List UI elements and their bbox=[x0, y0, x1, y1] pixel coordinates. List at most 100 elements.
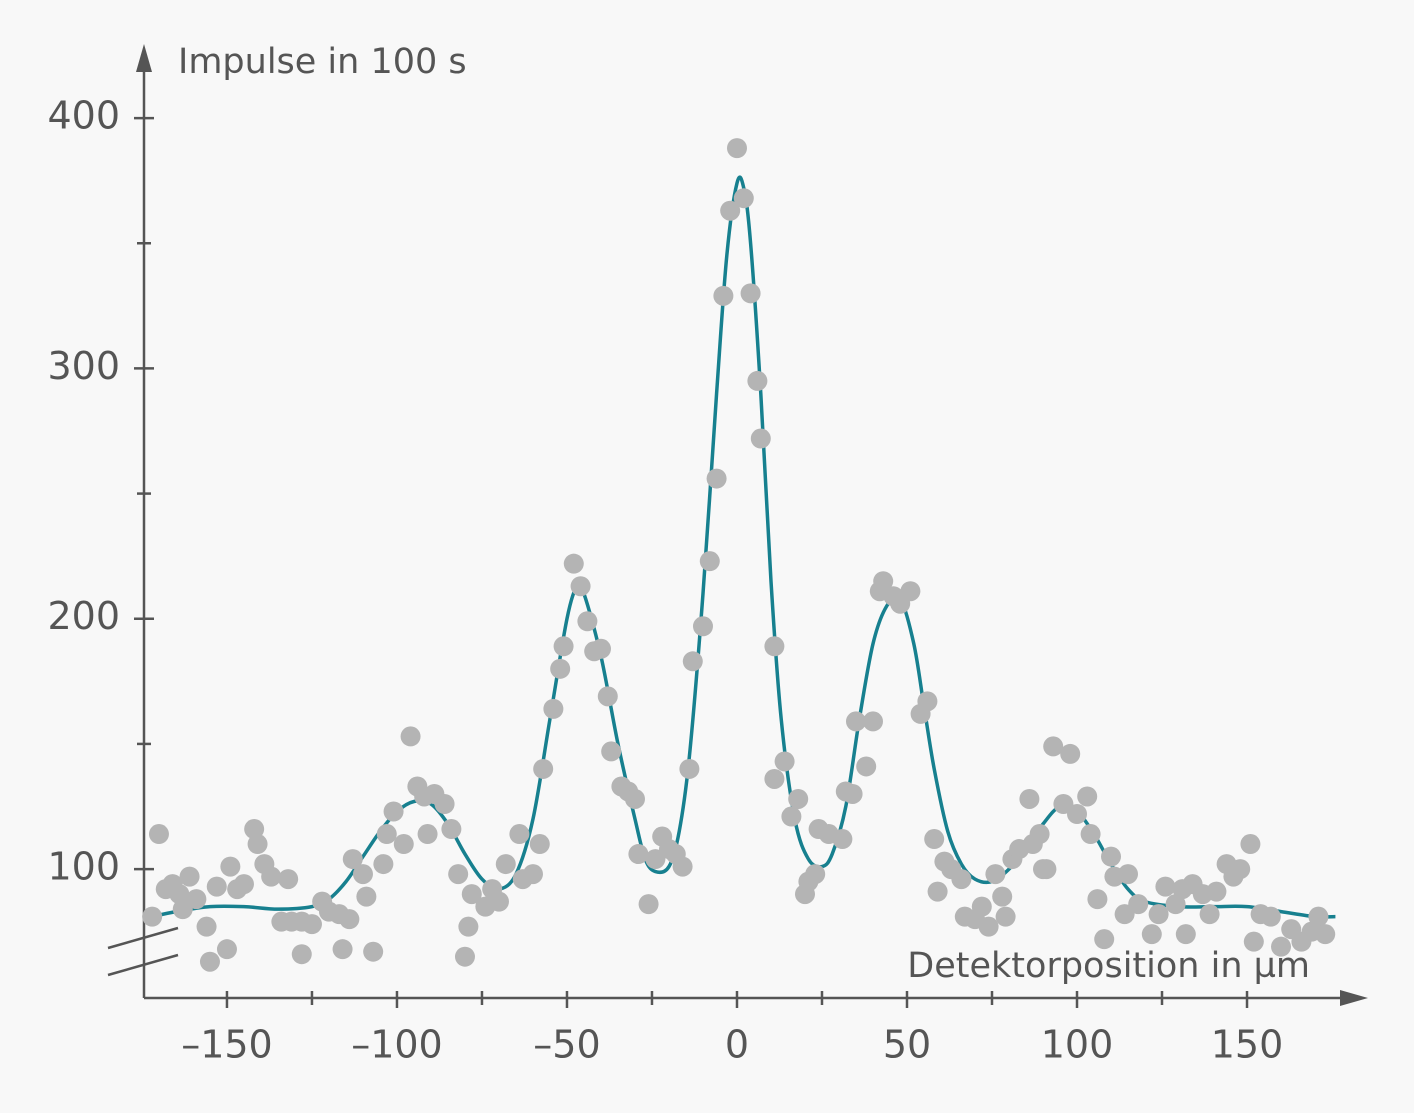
data-point bbox=[1175, 924, 1196, 945]
x-tick-label: 0 bbox=[725, 1023, 749, 1067]
data-point bbox=[985, 864, 1006, 885]
x-tick-label: 150 bbox=[1211, 1023, 1284, 1067]
data-point bbox=[550, 658, 571, 679]
y-axis-title: Impulse in 100 s bbox=[178, 42, 467, 82]
data-point bbox=[995, 906, 1016, 927]
data-point bbox=[832, 829, 853, 850]
data-point bbox=[522, 864, 543, 885]
data-point bbox=[570, 576, 591, 597]
data-point bbox=[148, 824, 169, 845]
data-point bbox=[927, 881, 948, 902]
data-point bbox=[1101, 846, 1122, 867]
data-point bbox=[1128, 894, 1149, 915]
data-point bbox=[862, 711, 883, 732]
data-point bbox=[1148, 904, 1169, 925]
data-point bbox=[1118, 864, 1139, 885]
data-point bbox=[1019, 788, 1040, 809]
data-point bbox=[332, 939, 353, 960]
data-point bbox=[1206, 881, 1227, 902]
data-point bbox=[458, 916, 479, 937]
data-point bbox=[142, 906, 163, 927]
data-point bbox=[1260, 906, 1281, 927]
axis-break bbox=[107, 926, 179, 950]
data-point bbox=[199, 951, 220, 972]
data-point bbox=[1036, 859, 1057, 880]
data-point bbox=[682, 651, 703, 672]
data-point bbox=[788, 788, 809, 809]
data-point bbox=[393, 834, 414, 855]
data-point bbox=[434, 793, 455, 814]
x-tick-label: –50 bbox=[533, 1023, 600, 1067]
data-point bbox=[454, 946, 475, 967]
data-point bbox=[563, 553, 584, 574]
data-point bbox=[376, 824, 397, 845]
data-point bbox=[1308, 906, 1329, 927]
y-axis-arrow bbox=[136, 44, 152, 72]
data-point bbox=[216, 939, 237, 960]
data-point bbox=[448, 864, 469, 885]
data-point bbox=[373, 854, 394, 875]
data-point bbox=[383, 801, 404, 822]
data-point bbox=[733, 188, 754, 209]
data-point bbox=[971, 896, 992, 917]
data-point bbox=[1029, 824, 1050, 845]
data-point bbox=[917, 691, 938, 712]
data-point bbox=[291, 944, 312, 965]
data-point bbox=[301, 914, 322, 935]
data-point bbox=[206, 876, 227, 897]
data-point bbox=[488, 891, 509, 912]
data-point bbox=[706, 468, 727, 489]
data-point bbox=[196, 916, 217, 937]
x-axis-arrow bbox=[1340, 990, 1368, 1006]
data-point bbox=[601, 741, 622, 762]
data-point bbox=[363, 941, 384, 962]
data-point bbox=[1077, 786, 1098, 807]
data-point bbox=[233, 874, 254, 895]
data-point bbox=[220, 856, 241, 877]
data-point bbox=[339, 909, 360, 930]
data-point bbox=[726, 138, 747, 159]
data-point bbox=[781, 806, 802, 827]
data-point bbox=[186, 889, 207, 910]
axis-break bbox=[107, 953, 179, 977]
x-tick-label: –150 bbox=[181, 1023, 273, 1067]
data-point bbox=[720, 200, 741, 221]
data-point bbox=[1243, 931, 1264, 952]
data-point bbox=[1199, 904, 1220, 925]
data-point bbox=[774, 751, 795, 772]
data-point bbox=[873, 571, 894, 592]
data-point bbox=[1094, 929, 1115, 950]
data-point bbox=[764, 768, 785, 789]
data-point bbox=[342, 849, 363, 870]
data-point bbox=[628, 844, 649, 865]
data-point bbox=[261, 866, 282, 887]
data-point bbox=[1315, 924, 1336, 945]
data-point bbox=[509, 824, 530, 845]
data-point bbox=[750, 428, 771, 449]
data-point bbox=[597, 686, 618, 707]
data-point bbox=[856, 756, 877, 777]
x-tick-label: 50 bbox=[883, 1023, 931, 1067]
data-point bbox=[900, 581, 921, 602]
data-point bbox=[441, 819, 462, 840]
data-point bbox=[713, 285, 734, 306]
data-point bbox=[352, 864, 373, 885]
data-point bbox=[1155, 876, 1176, 897]
data-point bbox=[1271, 936, 1292, 957]
data-point bbox=[740, 283, 761, 304]
data-point bbox=[1060, 743, 1081, 764]
data-point bbox=[805, 864, 826, 885]
data-point bbox=[400, 726, 421, 747]
data-point bbox=[495, 854, 516, 875]
data-point bbox=[624, 788, 645, 809]
data-point bbox=[699, 551, 720, 572]
data-point bbox=[179, 866, 200, 887]
data-point bbox=[244, 819, 265, 840]
data-point bbox=[992, 886, 1013, 907]
data-point bbox=[924, 829, 945, 850]
data-point bbox=[169, 884, 190, 905]
data-point bbox=[247, 834, 268, 855]
data-point bbox=[533, 758, 554, 779]
data-point bbox=[638, 894, 659, 915]
